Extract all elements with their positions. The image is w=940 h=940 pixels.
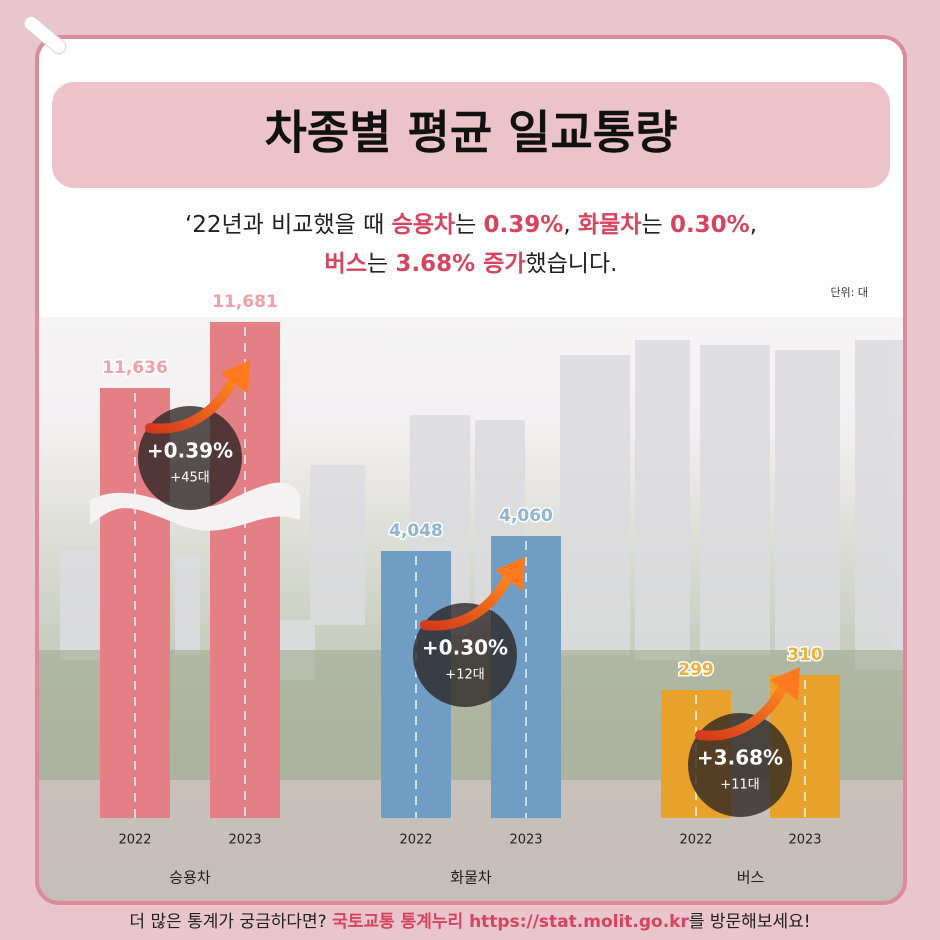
text-segment: 를 방문해보세요! bbox=[689, 912, 811, 932]
group-label: 화물차 bbox=[450, 869, 492, 887]
change-pct: +3.68% bbox=[697, 746, 783, 770]
change-pct: +0.39% bbox=[147, 439, 233, 463]
x-tick-label: 2022 bbox=[399, 833, 432, 848]
text-segment: 는 bbox=[455, 212, 483, 238]
value-label: 310 bbox=[787, 645, 823, 665]
change-count: +11대 bbox=[720, 778, 759, 793]
x-tick-label: 2022 bbox=[118, 833, 151, 848]
value-label: 11,636 bbox=[102, 358, 168, 378]
change-count: +45대 bbox=[170, 471, 209, 486]
arrow bbox=[695, 678, 790, 741]
text-segment: ‘22년과 비교했을 때 bbox=[185, 212, 392, 238]
text-segment: 더 많은 통계가 궁금하다면? bbox=[129, 912, 332, 932]
change-pct: +0.30% bbox=[422, 636, 508, 660]
arrow-head bbox=[770, 667, 800, 701]
arrow bbox=[145, 371, 240, 434]
x-tick-label: 2023 bbox=[788, 833, 821, 848]
highlight: 버스 bbox=[325, 251, 367, 277]
subtitle-line: 버스는 3.68% 증가했습니다. bbox=[325, 251, 618, 277]
highlight: 3.68% 증가 bbox=[395, 251, 525, 277]
text-segment: 는 bbox=[367, 251, 395, 277]
value-label: 4,060 bbox=[499, 506, 553, 526]
axis-break bbox=[90, 482, 300, 531]
x-tick-label: 2023 bbox=[509, 833, 542, 848]
highlight: 승용차 bbox=[392, 212, 455, 238]
arrow bbox=[420, 568, 515, 631]
text-segment: , bbox=[750, 212, 757, 238]
value-label: 11,681 bbox=[212, 292, 278, 312]
arrow-head bbox=[220, 360, 250, 394]
card-border bbox=[35, 35, 907, 905]
title-box bbox=[52, 82, 890, 188]
subtitle-line: ‘22년과 비교했을 때 승용차는 0.39%, 화물차는 0.30%, bbox=[185, 212, 757, 238]
clip bbox=[23, 15, 67, 55]
text-segment: , bbox=[563, 212, 578, 238]
value-label: 299 bbox=[678, 660, 714, 680]
change-count: +12대 bbox=[445, 668, 484, 683]
group-label: 승용차 bbox=[169, 869, 211, 887]
title: 차종별 평균 일교통량 bbox=[265, 106, 678, 160]
x-tick-label: 2023 bbox=[228, 833, 261, 848]
highlight: 국토교통 통계누리 https://stat.molit.go.kr bbox=[332, 912, 689, 932]
highlight: 0.39% bbox=[484, 212, 564, 238]
arrow-head bbox=[495, 557, 525, 591]
text-segment: 는 bbox=[641, 212, 669, 238]
value-label: 4,048 bbox=[389, 521, 443, 541]
x-tick-label: 2022 bbox=[679, 833, 712, 848]
unit: 단위: 대 bbox=[830, 286, 868, 299]
highlight: 화물차 bbox=[578, 212, 641, 238]
footer: 더 많은 통계가 궁금하다면? 국토교통 통계누리 https://stat.m… bbox=[129, 912, 810, 932]
text-segment: 했습니다. bbox=[525, 251, 617, 277]
group-label: 버스 bbox=[737, 869, 765, 887]
highlight: 0.30% bbox=[670, 212, 750, 238]
